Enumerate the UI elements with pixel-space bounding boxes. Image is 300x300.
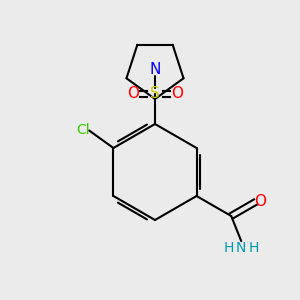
Text: N: N — [149, 61, 161, 76]
Text: Cl: Cl — [76, 124, 90, 137]
Text: N: N — [236, 241, 246, 255]
Text: H: H — [249, 241, 260, 255]
Text: O: O — [254, 194, 266, 209]
Text: H: H — [224, 241, 234, 255]
Text: O: O — [127, 86, 139, 101]
Text: S: S — [150, 86, 160, 101]
Text: O: O — [171, 86, 183, 101]
